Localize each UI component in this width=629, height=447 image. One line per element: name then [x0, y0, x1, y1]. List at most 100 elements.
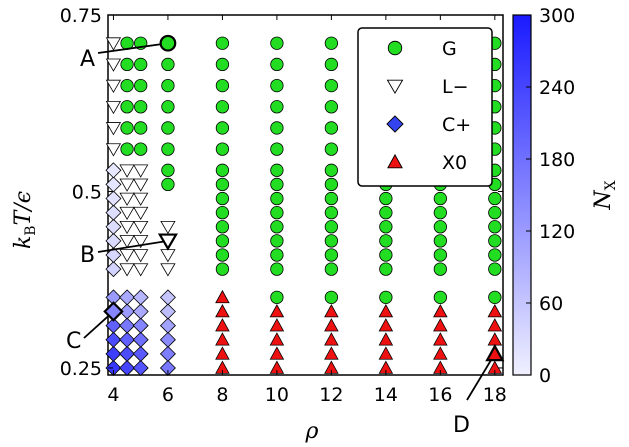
data-point-g	[134, 57, 148, 72]
data-point-g	[215, 248, 230, 262]
data-point-g	[120, 142, 134, 156]
data-point-g	[488, 234, 502, 248]
data-point-l-minus	[133, 249, 149, 263]
data-point-x0	[433, 346, 448, 360]
data-point-g	[270, 290, 284, 304]
data-points	[105, 36, 503, 376]
x-tick-label: 4	[107, 384, 119, 406]
data-point-g	[433, 290, 447, 304]
data-point-x0	[433, 332, 448, 346]
data-point-l-minus	[105, 79, 122, 93]
data-point-c-plus	[132, 331, 149, 348]
highlighted-point-d	[485, 343, 505, 362]
data-point-c-plus	[159, 345, 176, 362]
data-point-g	[270, 234, 284, 248]
data-point-g	[324, 262, 339, 276]
legend-marker-l	[386, 79, 404, 95]
x-tick-label: 10	[265, 384, 289, 406]
data-point-c-plus	[105, 331, 122, 348]
data-point-g	[215, 78, 230, 93]
legend-marker-g	[387, 40, 403, 56]
data-point-g	[488, 262, 502, 276]
x-axis-label: ρ	[305, 419, 319, 444]
data-point-x0	[269, 318, 285, 332]
data-point-c-plus	[159, 331, 176, 348]
data-point-c-plus	[119, 345, 136, 362]
data-point-c-plus	[105, 317, 122, 334]
data-point-x0	[324, 332, 339, 346]
data-point-g	[120, 121, 134, 135]
data-point-c-plus	[105, 359, 122, 376]
data-point-g	[379, 191, 393, 206]
data-point-l-minus	[160, 220, 176, 235]
data-point-l-minus	[133, 220, 149, 235]
colorbar-label: NX	[591, 180, 619, 210]
data-point-g	[215, 206, 230, 220]
x-tick-label: 14	[374, 384, 398, 406]
data-point-c-plus	[119, 331, 136, 348]
data-point-l-minus	[133, 263, 149, 277]
data-point-x0	[378, 346, 394, 360]
data-point-x0	[215, 289, 230, 304]
x-tick-label: 16	[428, 384, 452, 406]
x-axis-ticks: 4 6 8 10 12 14 16 18	[107, 15, 507, 406]
data-point-l-minus	[133, 206, 149, 221]
data-point-c-plus	[132, 303, 149, 320]
data-point-g	[270, 248, 284, 262]
data-point-g	[270, 142, 284, 156]
data-point-g	[215, 262, 230, 276]
data-point-c-plus	[105, 190, 122, 207]
y-axis-label: kBT/ϵ	[11, 191, 39, 249]
data-point-x0	[487, 304, 503, 318]
data-point-c-plus	[159, 317, 176, 334]
data-point-l-minus	[119, 206, 135, 221]
data-point-g	[134, 121, 148, 135]
data-point-g	[379, 206, 393, 220]
data-point-x0	[378, 318, 394, 332]
data-point-x0	[324, 304, 339, 318]
data-point-x0	[269, 332, 285, 346]
data-point-c-plus	[105, 162, 122, 179]
data-point-x0	[269, 304, 285, 318]
data-point-g	[270, 57, 284, 72]
data-point-g	[161, 121, 175, 135]
data-point-g	[215, 177, 230, 192]
data-point-l-minus	[119, 263, 135, 277]
y-tick-label: 0.75	[60, 5, 102, 27]
data-point-x0	[215, 346, 230, 360]
legend-box	[357, 27, 493, 187]
data-point-l-minus	[105, 143, 122, 157]
data-point-x0	[433, 318, 448, 332]
svg-text:kBT/ϵ: kBT/ϵ	[11, 191, 39, 249]
callout-line-b	[97, 239, 169, 253]
data-point-l-minus	[133, 164, 149, 178]
data-point-g	[324, 36, 339, 50]
data-point-c-plus	[159, 289, 176, 306]
data-point-g	[488, 220, 502, 234]
data-point-c-plus	[159, 303, 176, 320]
data-point-g	[433, 220, 447, 234]
data-point-g	[324, 206, 339, 220]
data-point-x0	[378, 304, 394, 318]
colorbar-tick-label: 300	[539, 5, 575, 27]
legend-marker-x	[387, 153, 403, 169]
data-point-c-plus	[105, 345, 122, 362]
data-point-c-plus	[119, 289, 136, 306]
callout-line-d	[466, 353, 496, 401]
data-point-c-plus	[132, 317, 149, 334]
data-point-g	[215, 234, 230, 248]
data-point-c-plus	[105, 232, 122, 249]
data-point-g	[161, 142, 175, 156]
data-point-g	[324, 142, 339, 156]
data-point-g	[215, 100, 230, 114]
data-point-l-minus	[119, 192, 135, 206]
data-point-g	[324, 163, 339, 177]
colorbar	[512, 14, 532, 376]
data-point-c-plus	[159, 359, 176, 376]
data-point-c-plus	[132, 359, 149, 376]
x-tick-label: 12	[319, 384, 343, 406]
data-point-c-plus	[105, 261, 122, 278]
data-point-g	[379, 248, 393, 262]
data-point-g	[324, 100, 339, 114]
